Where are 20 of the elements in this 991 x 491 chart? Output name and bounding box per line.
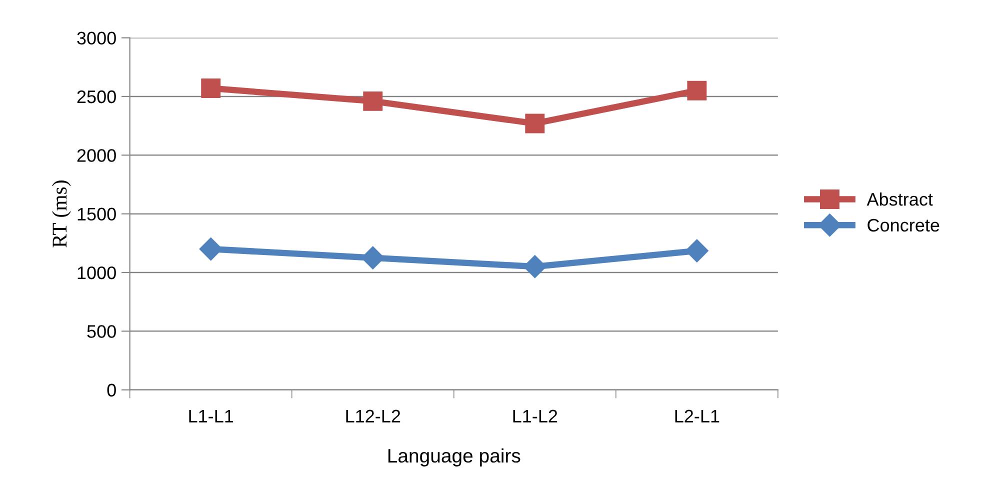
x-axis-title: Language pairs — [388, 448, 520, 466]
y-tick-label: 1000 — [78, 266, 116, 280]
x-tick-label: L2-L1 — [675, 410, 720, 422]
legend-label: Abstract — [866, 192, 933, 206]
y-tick-label: 0 — [107, 384, 116, 397]
point — [687, 80, 707, 100]
y-tick-label: 1500 — [78, 208, 116, 221]
point — [685, 239, 708, 262]
point — [525, 114, 545, 134]
x-tick-label: L1-L2 — [513, 410, 558, 422]
y-tick-label: 2000 — [77, 149, 116, 162]
x-tick-label: L12-L2 — [346, 410, 400, 422]
y-axis-title: RT (ms) — [52, 180, 71, 248]
y-tick-label: 500 — [87, 325, 116, 338]
point — [201, 78, 221, 98]
y-tick-label: 2500 — [77, 90, 116, 104]
y-tick-label: 3000 — [77, 32, 116, 45]
x-tick-label: L1-L1 — [189, 410, 234, 422]
legend-label: Concrete — [868, 218, 940, 232]
point — [363, 91, 383, 111]
